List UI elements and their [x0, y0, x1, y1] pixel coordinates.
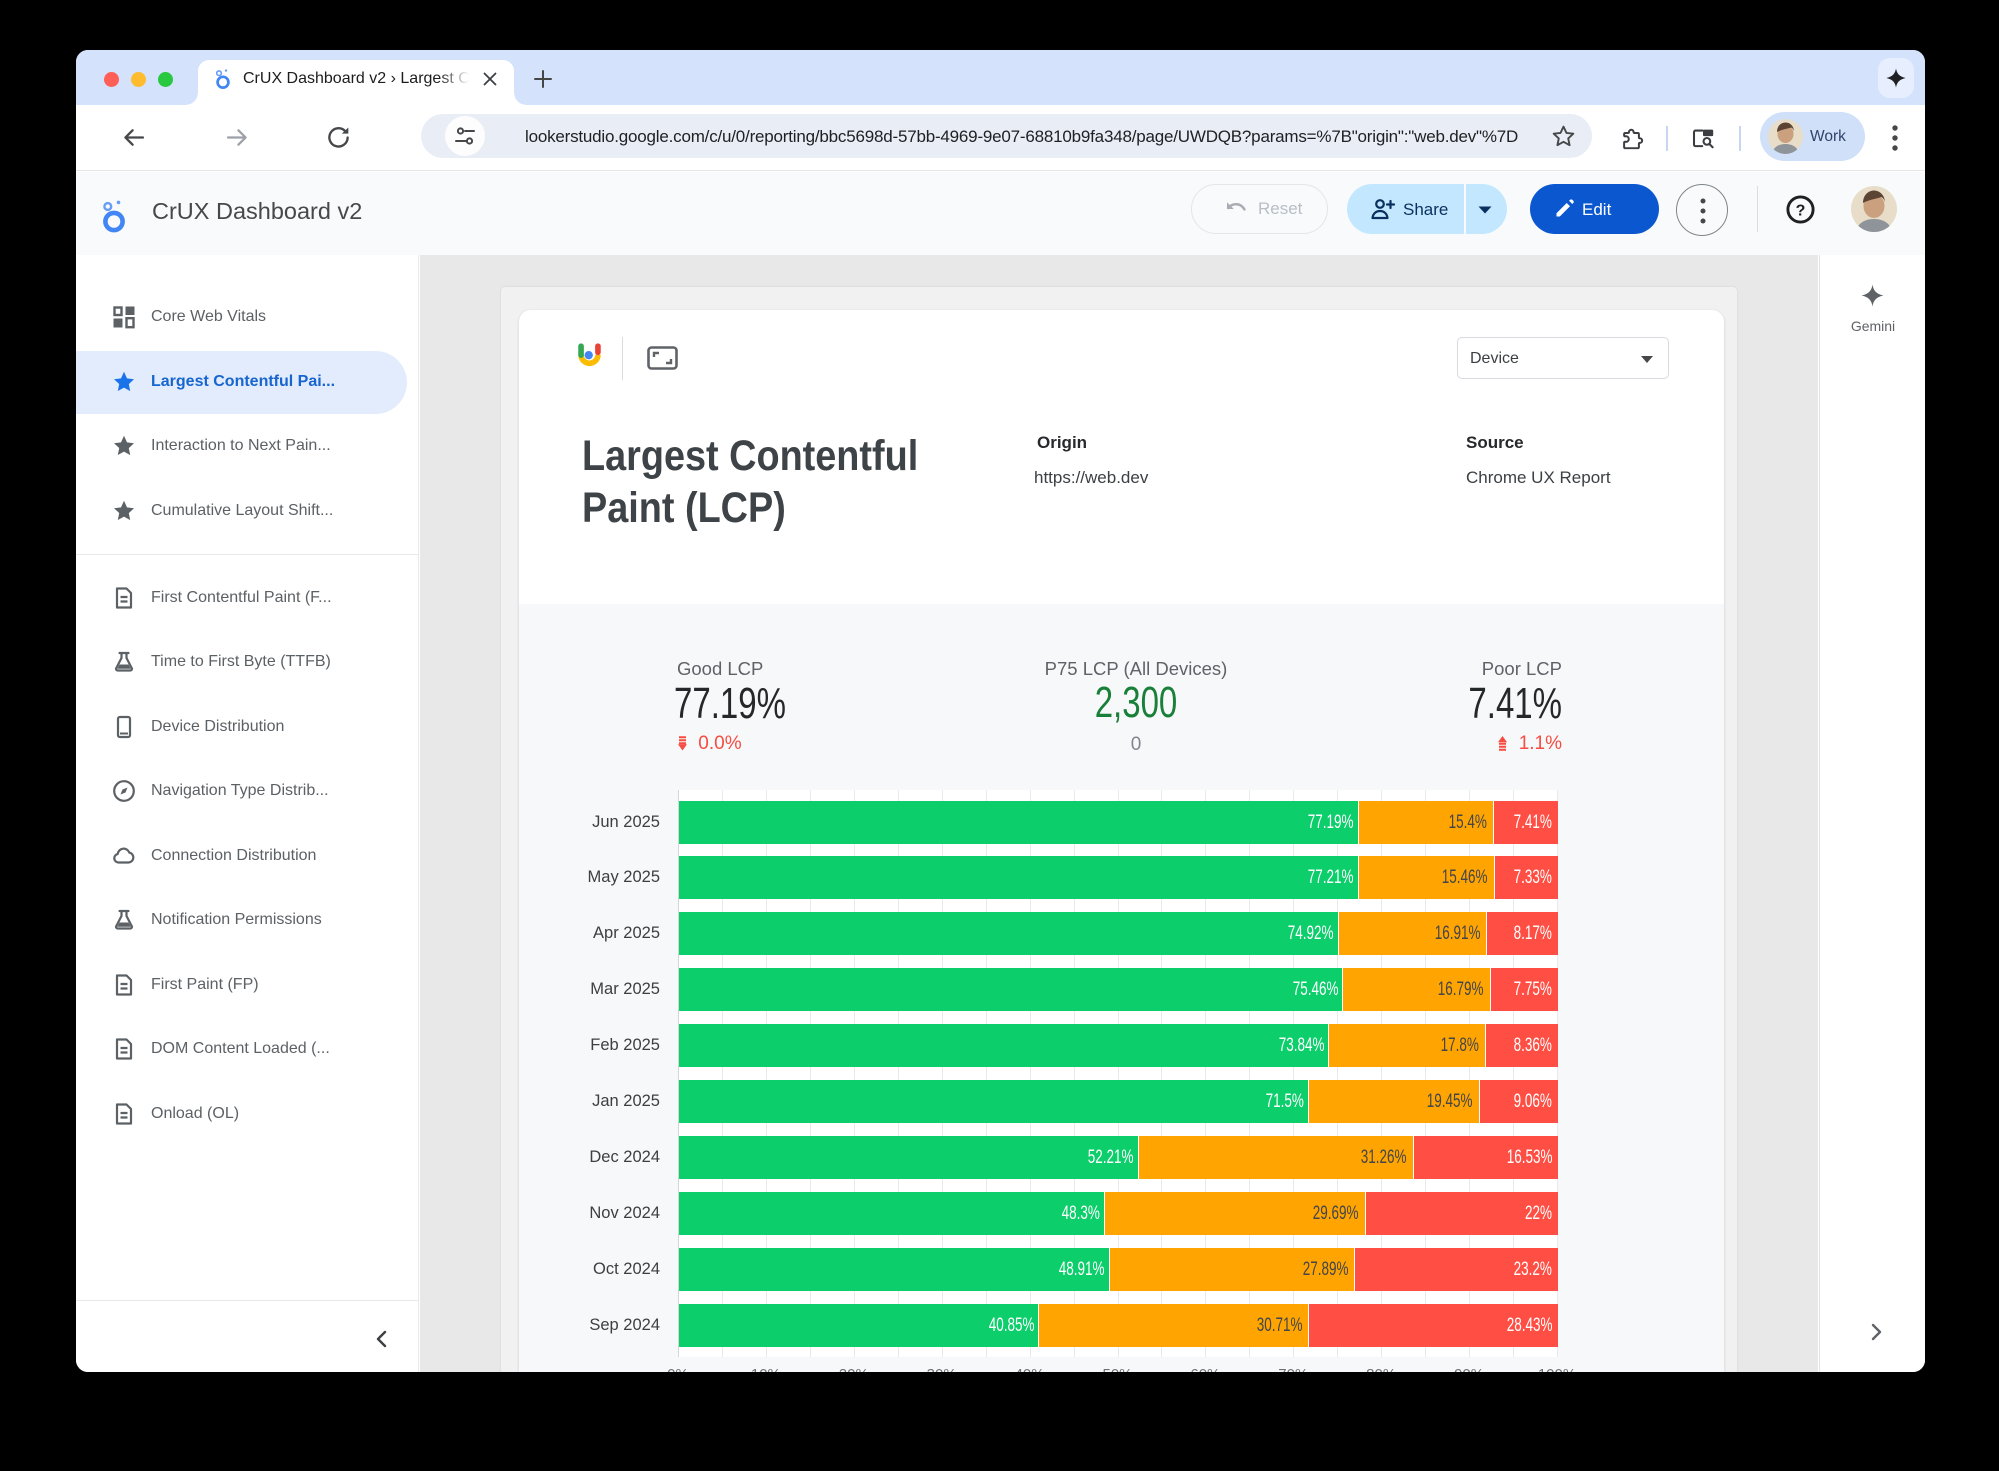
svg-text:?: ?: [1796, 203, 1806, 220]
